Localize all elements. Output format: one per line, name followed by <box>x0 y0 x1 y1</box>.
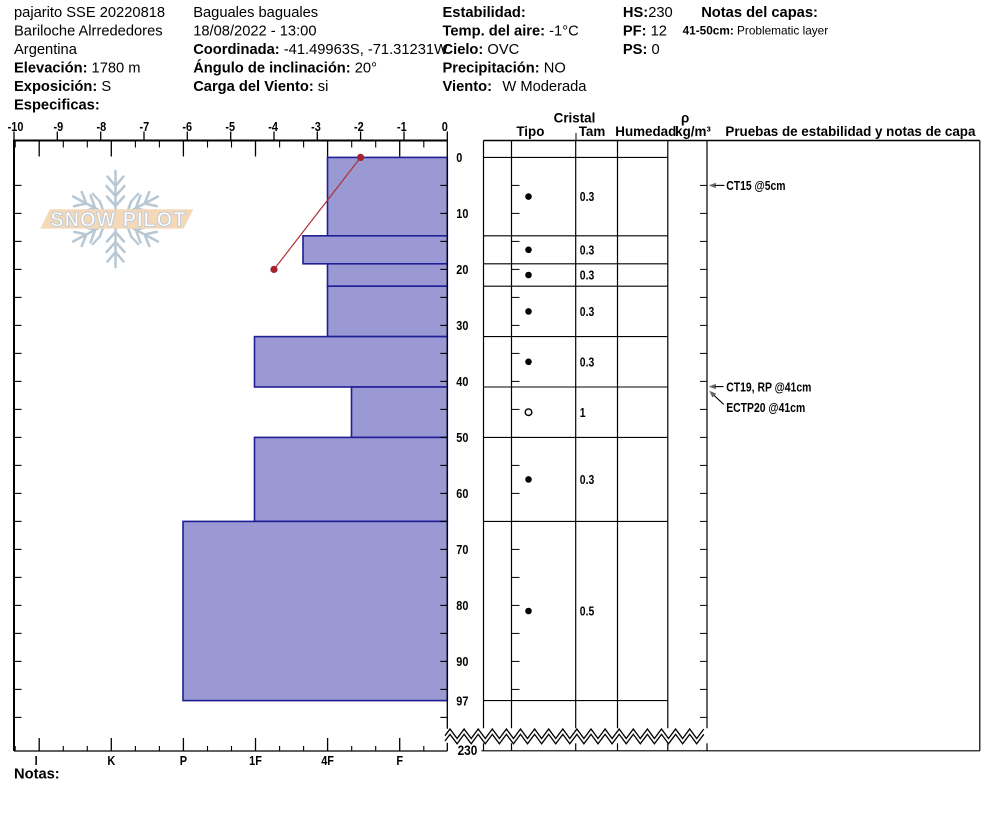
svg-text:Bariloche Alrrededores: Bariloche Alrrededores <box>14 23 163 39</box>
svg-text:0.3: 0.3 <box>580 305 595 319</box>
svg-text:0: 0 <box>442 119 448 134</box>
svg-text:-10: -10 <box>8 119 24 134</box>
svg-text:I: I <box>35 753 38 768</box>
svg-text:-5: -5 <box>225 119 235 134</box>
svg-text:90: 90 <box>456 654 468 669</box>
svg-text:Coordinada: -41.49963S, -71.31: Coordinada: -41.49963S, -71.31231W <box>193 42 448 58</box>
svg-text:Especificas:: Especificas: <box>14 97 100 113</box>
svg-text:Elevación: 1780 m: Elevación: 1780 m <box>14 60 141 76</box>
svg-text:1F: 1F <box>249 753 262 768</box>
svg-text:0.3: 0.3 <box>580 355 595 369</box>
svg-text:30: 30 <box>456 318 468 333</box>
svg-text:Cristal: Cristal <box>554 110 596 125</box>
svg-text:SNOW PILOT: SNOW PILOT <box>50 208 186 232</box>
svg-text:0.3: 0.3 <box>580 190 595 204</box>
svg-text:Temp. del aire: -1°C: Temp. del aire: -1°C <box>443 23 580 39</box>
svg-text:-1: -1 <box>397 119 407 134</box>
svg-text:41-50cm: Problematic layer: 41-50cm: Problematic layer <box>683 24 829 38</box>
svg-text:F: F <box>396 753 403 768</box>
svg-text:Cielo: OVC: Cielo: OVC <box>443 42 520 58</box>
svg-text:kg/m³: kg/m³ <box>675 124 711 139</box>
svg-text:-7: -7 <box>139 119 149 134</box>
svg-text:-3: -3 <box>311 119 321 134</box>
svg-text:ρ: ρ <box>681 110 689 125</box>
svg-text:Notas del capas:: Notas del capas: <box>701 5 818 21</box>
svg-text:80: 80 <box>456 598 468 613</box>
svg-text:Exposición: S: Exposición: S <box>14 79 111 95</box>
svg-text:97: 97 <box>456 693 468 708</box>
svg-text:Pruebas de estabilidad y notas: Pruebas de estabilidad y notas de capa <box>725 124 976 139</box>
svg-text:Notas:: Notas: <box>14 767 60 783</box>
svg-text:P: P <box>180 753 187 768</box>
svg-text:CT19, RP @41cm: CT19, RP @41cm <box>726 381 811 395</box>
svg-text:K: K <box>107 753 115 768</box>
svg-text:60: 60 <box>456 486 468 501</box>
svg-text:70: 70 <box>456 542 468 557</box>
svg-text:Estabilidad:: Estabilidad: <box>443 5 526 21</box>
svg-text:40: 40 <box>456 374 468 389</box>
svg-text:Carga del Viento: si: Carga del Viento: si <box>193 79 328 95</box>
svg-text:-8: -8 <box>97 119 107 134</box>
svg-text:Tam: Tam <box>579 124 606 139</box>
svg-text:-4: -4 <box>268 119 278 134</box>
svg-text:Argentina: Argentina <box>14 42 78 58</box>
svg-text:Baguales baguales: Baguales baguales <box>193 5 318 21</box>
svg-text:-2: -2 <box>354 119 364 134</box>
svg-text:18/08/2022 - 13:00: 18/08/2022 - 13:00 <box>193 23 316 39</box>
svg-text:230: 230 <box>458 742 478 758</box>
svg-text:10: 10 <box>456 206 468 221</box>
svg-text:Humedad: Humedad <box>615 124 676 139</box>
svg-text:1: 1 <box>580 406 586 420</box>
svg-text:0.3: 0.3 <box>580 473 595 487</box>
svg-text:Viento:W Moderada: Viento: W Moderada <box>443 79 588 95</box>
svg-text:pajarito SSE 20220818: pajarito SSE 20220818 <box>14 5 165 21</box>
svg-text:20: 20 <box>456 262 468 277</box>
svg-text:PF: 12: PF: 12 <box>623 23 667 39</box>
svg-text:Precipitación: NO: Precipitación: NO <box>443 60 566 76</box>
svg-text:CT15 @5cm: CT15 @5cm <box>726 179 785 193</box>
svg-text:0.3: 0.3 <box>580 269 595 283</box>
svg-text:Tipo: Tipo <box>516 124 544 139</box>
svg-text:-6: -6 <box>182 119 192 134</box>
svg-text:Ángulo de inclinación: 20°: Ángulo de inclinación: 20° <box>193 59 377 76</box>
svg-text:0.5: 0.5 <box>580 605 595 619</box>
svg-text:HS:230: HS:230 <box>623 5 673 21</box>
svg-text:ECTP20 @41cm: ECTP20 @41cm <box>726 401 805 415</box>
svg-text:-9: -9 <box>54 119 64 134</box>
svg-text:50: 50 <box>456 430 468 445</box>
svg-text:0.3: 0.3 <box>580 243 595 257</box>
svg-text:4F: 4F <box>321 753 334 768</box>
svg-text:PS: 0: PS: 0 <box>623 42 660 58</box>
svg-text:0: 0 <box>456 150 462 165</box>
